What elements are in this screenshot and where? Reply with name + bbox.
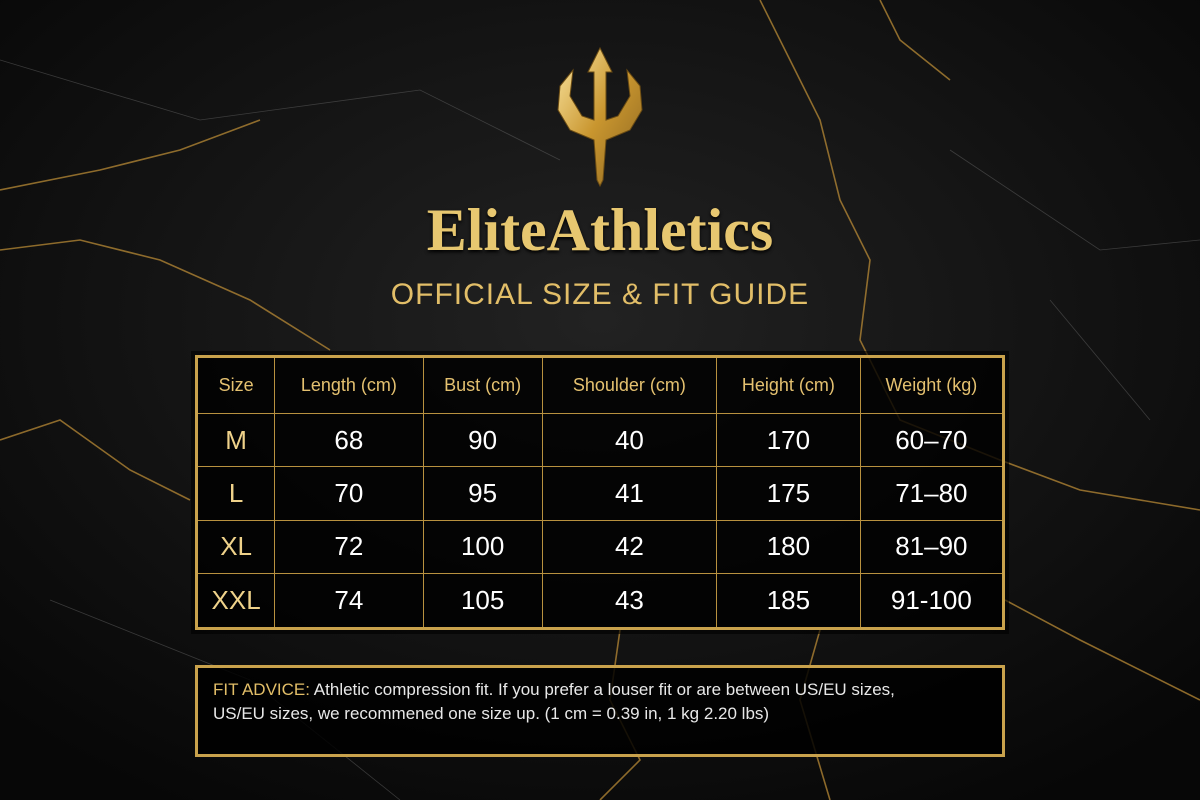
value-cell: 100 — [422, 519, 543, 574]
size-cell: M — [195, 412, 276, 468]
value-cell: 185 — [716, 572, 861, 630]
column-header: Size — [195, 356, 276, 414]
value-cell: 43 — [541, 572, 718, 630]
value-cell: 105 — [422, 572, 543, 630]
value-cell: 91-100 — [859, 572, 1005, 630]
table-row: M 68 90 40 170 60–70 — [195, 412, 1005, 468]
column-header: Shoulder (cm) — [541, 356, 718, 414]
size-cell: L — [195, 466, 276, 521]
advice-line: FIT ADVICE: Athletic compression fit. If… — [213, 680, 895, 700]
column-header: Weight (kg) — [859, 356, 1005, 414]
value-cell: 74 — [274, 572, 424, 630]
advice-line: US/EU sizes, we recommened one size up. … — [213, 704, 769, 724]
value-cell: 180 — [716, 519, 861, 574]
value-cell: 41 — [541, 466, 718, 521]
size-cell: XL — [195, 519, 276, 574]
value-cell: 81–90 — [859, 519, 1005, 574]
value-cell: 70 — [274, 466, 424, 521]
value-cell: 95 — [422, 466, 543, 521]
column-header: Length (cm) — [274, 356, 424, 414]
value-cell: 68 — [274, 412, 424, 468]
value-cell: 71–80 — [859, 466, 1005, 521]
column-header: Height (cm) — [716, 356, 861, 414]
value-cell: 40 — [541, 412, 718, 468]
table-row: XXL 74 105 43 185 91-100 — [195, 572, 1005, 630]
value-cell: 175 — [716, 466, 861, 521]
brand-name: EliteAthletics — [426, 197, 774, 263]
value-cell: 90 — [422, 412, 543, 468]
value-cell: 170 — [716, 412, 861, 468]
trident-logo — [557, 46, 643, 188]
subtitle: OFFICIAL SIZE & FIT GUIDE — [390, 278, 810, 311]
table-row: XL 72 100 42 180 81–90 — [195, 519, 1005, 574]
fit-advice-box: FIT ADVICE: Athletic compression fit. If… — [195, 665, 1005, 757]
size-table: Size Length (cm) Bust (cm) Shoulder (cm) Hei… — [195, 355, 1005, 630]
advice-text: US/EU sizes, we recommened one size up. … — [213, 704, 770, 723]
value-cell: 60–70 — [859, 412, 1005, 468]
column-header: Bust (cm) — [422, 356, 543, 414]
advice-text: Athletic compression fit. If you prefer … — [313, 680, 895, 699]
value-cell: 72 — [274, 519, 424, 574]
header-row: Size Length (cm) Bust (cm) Shoulder (cm) Hei… — [195, 356, 1005, 414]
table-row: L 70 95 41 175 71–80 — [195, 466, 1005, 521]
value-cell: 42 — [541, 519, 718, 574]
advice-label: FIT ADVICE: — [213, 680, 310, 699]
size-cell: XXL — [195, 572, 276, 630]
